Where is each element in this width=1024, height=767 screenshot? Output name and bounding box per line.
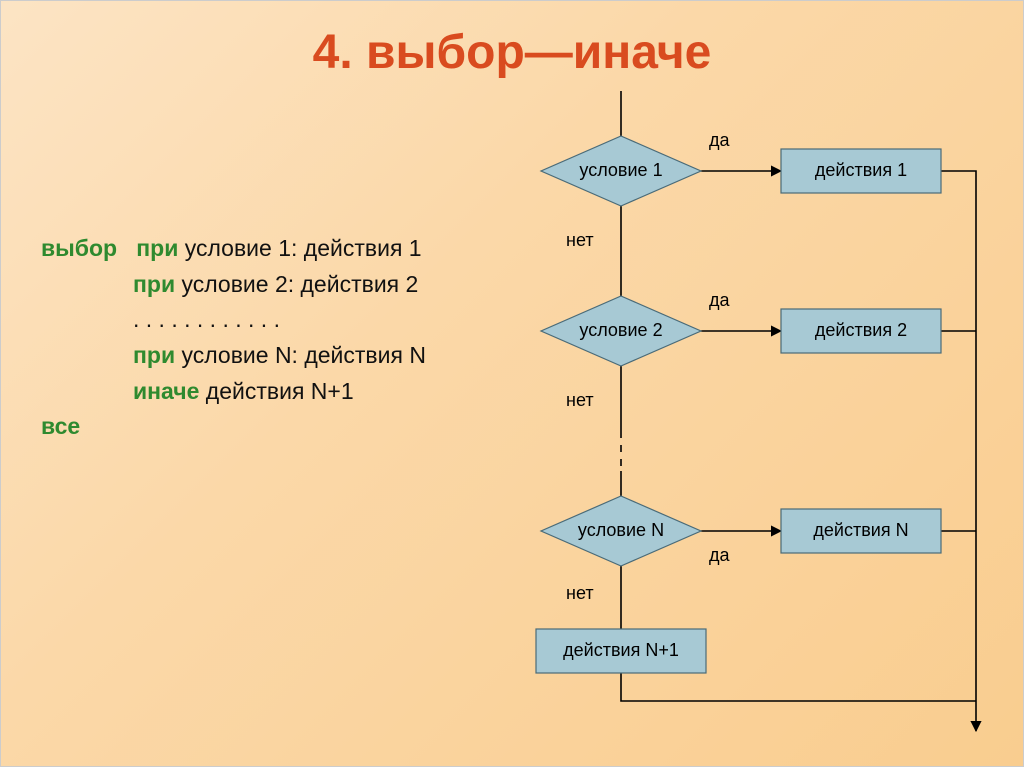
pseudocode-block: выбор при условие 1: действия 1 при усло…	[41, 231, 426, 445]
kw-when-n: при	[133, 342, 175, 368]
kw-when-2: при	[133, 271, 175, 297]
edge-act1-merge	[941, 171, 976, 701]
slide-title: 4. выбор—иначе	[1, 1, 1023, 80]
node-label-act1: действия 1	[815, 160, 907, 180]
node-label-act2: действия 2	[815, 320, 907, 340]
edge-label-condN-actN1: нет	[566, 583, 594, 603]
nodes: условие 1 действия 1 условие 2 действия 2 ус…	[536, 136, 941, 673]
edge-label-cond1-cond2: нет	[566, 230, 594, 250]
kw-all: все	[41, 413, 80, 439]
kw-when-1: при	[136, 235, 178, 261]
pc-rest-1: условие 1: действия 1	[178, 235, 421, 261]
pc-line-1: выбор при условие 1: действия 1	[41, 231, 426, 267]
node-label-condN: условие N	[578, 520, 664, 540]
flowchart: данетданетданетусловие 1действия 1услови…	[471, 91, 1011, 741]
slide: 4. выбор—иначе выбор при условие 1: дейс…	[0, 0, 1024, 767]
edge-label-cond2-gap: нет	[566, 390, 594, 410]
node-label-cond1: условие 1	[579, 160, 662, 180]
edge-label-cond1-act1: да	[709, 130, 731, 150]
flowchart-svg: данетданетданетусловие 1действия 1услови…	[471, 91, 1011, 741]
pc-line-2: при условие 2: действия 2	[41, 267, 426, 303]
edge-label-cond2-act2: да	[709, 290, 731, 310]
node-label-cond2: условие 2	[579, 320, 662, 340]
pc-rest-4: условие N: действия N	[175, 342, 426, 368]
pc-rest-2: условие 2: действия 2	[175, 271, 418, 297]
edge-label-condN-actN: да	[709, 545, 731, 565]
pc-line-4: при условие N: действия N	[41, 338, 426, 374]
kw-else: иначе	[133, 378, 199, 404]
pc-line-5: иначе действия N+1	[41, 374, 426, 410]
pc-line-6: все	[41, 409, 426, 445]
kw-select: выбор	[41, 235, 117, 261]
node-label-actN: действия N	[813, 520, 908, 540]
pc-line-3: . . . . . . . . . . . .	[41, 302, 426, 338]
edge-actN1-merge	[621, 673, 976, 701]
pc-rest-5: действия N+1	[199, 378, 353, 404]
node-label-actN1: действия N+1	[563, 640, 679, 660]
